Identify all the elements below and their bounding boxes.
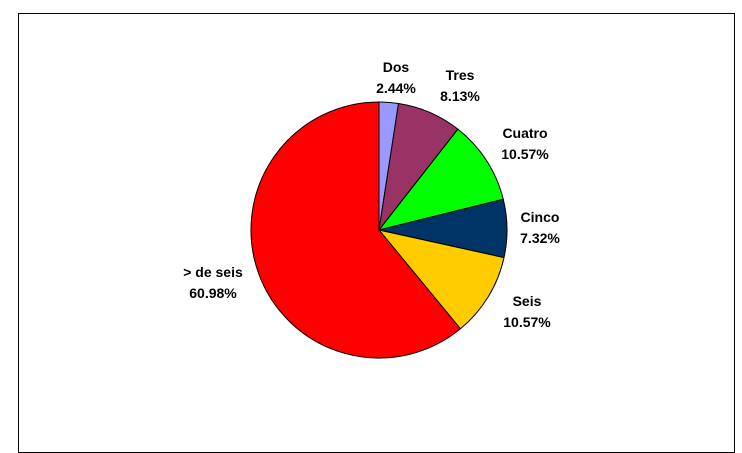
slice-percent-label: 10.57% <box>503 314 551 330</box>
slice-category-label: Dos <box>383 59 410 75</box>
slice-category-label: Cinco <box>521 209 560 225</box>
pie-slice-cuatro <box>377 128 504 231</box>
slice-percent-label: 8.13% <box>440 88 480 104</box>
slice-category-label: Cuatro <box>502 125 547 141</box>
slice-percent-label: 2.44% <box>376 80 416 96</box>
slice-category-label: Tres <box>446 67 475 83</box>
slice-percent-label: 60.98% <box>189 285 237 301</box>
slice-category-label: > de seis <box>183 264 243 280</box>
pie-slice-de-seis <box>250 101 462 359</box>
slice-percent-label: 10.57% <box>501 146 549 162</box>
slice-category-label: Seis <box>513 293 542 309</box>
slice-labels: Dos 2.44% Tres 8.13% Cuatro 10.57% Cinco 7.32% S… <box>183 59 560 330</box>
pie-slice-seis <box>377 229 505 330</box>
pie-slices <box>250 101 508 359</box>
slice-percent-label: 7.32% <box>520 230 560 246</box>
